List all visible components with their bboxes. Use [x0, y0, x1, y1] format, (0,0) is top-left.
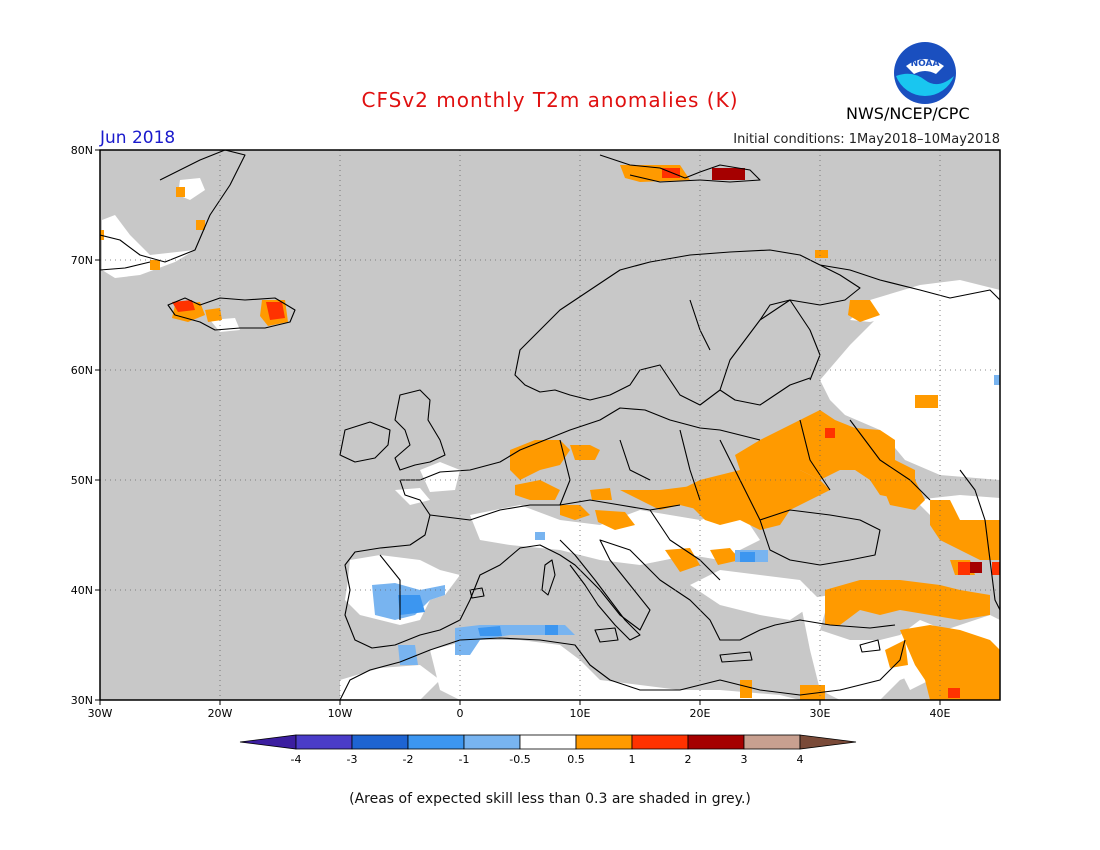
legend-swatch: [687, 734, 745, 750]
legend-tick-label: 3: [741, 753, 748, 766]
strong-warm-anomaly-regions: [172, 168, 1000, 698]
lon-tick-label: 20W: [208, 707, 233, 720]
lon-tick-label: 10E: [570, 707, 591, 720]
legend-tick-label: 4: [797, 753, 804, 766]
lon-tick-label: 10W: [328, 707, 353, 720]
sea-grey-background: [100, 150, 1000, 700]
coastlines-and-borders: [100, 150, 1000, 700]
legend-swatch: [407, 734, 465, 750]
near-normal-regions: [102, 178, 1000, 700]
lat-tick-label: 40N: [71, 584, 93, 597]
lat-tick-label: 80N: [71, 144, 93, 157]
lon-tick-label: 30W: [88, 707, 113, 720]
cool-anomaly-regions: [372, 375, 1000, 665]
skill-footnote: (Areas of expected skill less than 0.3 a…: [349, 791, 751, 807]
legend-arrow-low: [239, 734, 297, 750]
legend-tick-label: 1: [629, 753, 636, 766]
map-frame: [99, 149, 1001, 701]
legend-swatch: [743, 734, 801, 750]
map-area: [100, 150, 1000, 700]
initial-conditions: Initial conditions: 1May2018–10May2018: [733, 132, 1000, 147]
logo-text: NOAA: [911, 59, 940, 69]
color-legend: -4 -3 -2 -1 -0.5 0.5 1 2 3 4: [239, 734, 857, 766]
lat-tick-label: 50N: [71, 474, 93, 487]
moderate-cool-anomaly-regions: [398, 552, 755, 636]
map-title: CFSv2 monthly T2m anomalies (K): [361, 88, 739, 112]
legend-swatch: [519, 734, 577, 750]
warm-anomaly-regions: [100, 165, 1000, 700]
forecast-month: Jun 2018: [100, 128, 176, 148]
legend-tick-label: 0.5: [567, 753, 585, 766]
legend-arrow-high: [799, 734, 857, 750]
legend-swatch: [631, 734, 689, 750]
legend-tick-label: -2: [403, 753, 414, 766]
longitude-axis: 30W 20W 10W 0 10E 20E 30E 40E: [88, 700, 951, 720]
legend-swatch: [575, 734, 633, 750]
lon-tick-label: 30E: [810, 707, 831, 720]
lon-tick-label: 20E: [690, 707, 711, 720]
legend-tick-label: -1: [459, 753, 470, 766]
very-strong-warm-anomaly-regions: [712, 168, 982, 573]
lat-tick-label: 60N: [71, 364, 93, 377]
graticule: [100, 150, 1000, 700]
legend-tick-label: -4: [291, 753, 302, 766]
agency-label: NWS/NCEP/CPC: [846, 104, 970, 123]
lon-tick-label: 40E: [930, 707, 951, 720]
noaa-logo-icon: NOAA: [894, 42, 956, 104]
legend-swatch: [351, 734, 409, 750]
legend-swatch: [463, 734, 521, 750]
legend-tick-label: -0.5: [509, 753, 530, 766]
legend-swatch: [295, 734, 353, 750]
lat-tick-label: 30N: [71, 694, 93, 707]
lon-tick-label: 0: [457, 707, 464, 720]
legend-tick-label: 2: [685, 753, 692, 766]
legend-tick-label: -3: [347, 753, 358, 766]
lat-tick-label: 70N: [71, 254, 93, 267]
latitude-axis: 80N 70N 60N 50N 40N 30N: [71, 144, 100, 707]
